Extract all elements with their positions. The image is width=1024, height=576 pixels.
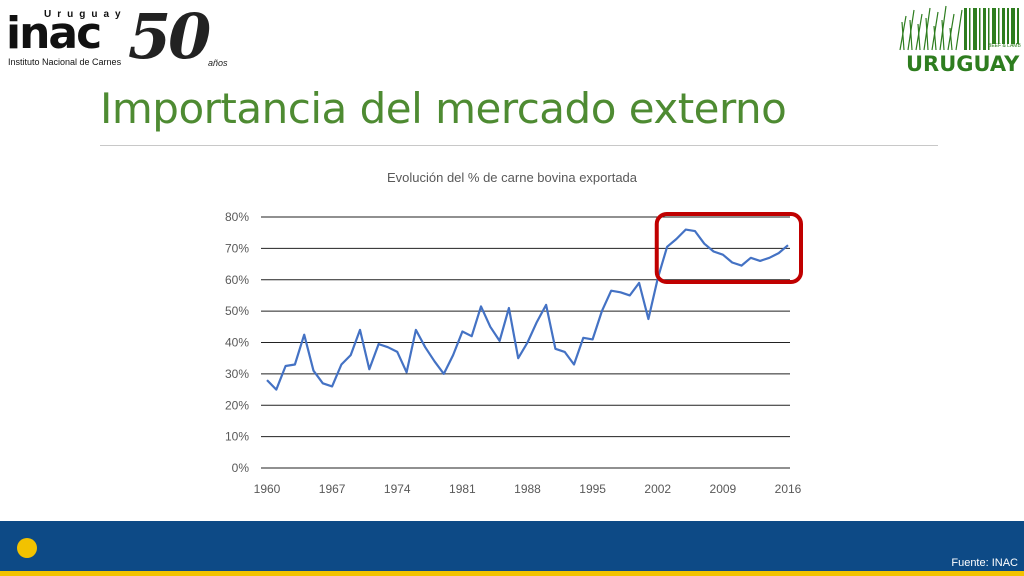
line-chart: 0% 10% 20% 30% 40% 50% 60% 70% 80% 1960 1967 1974 19…: [225, 210, 803, 496]
y-tick-label: 70%: [225, 241, 249, 255]
slide-title: Importancia del mercado externo: [100, 84, 787, 133]
inac-logo-subtitle: Instituto Nacional de Carnes: [8, 57, 122, 67]
inac-logo: Uruguay inac Instituto Nacional de Carne…: [4, 4, 232, 74]
title-divider: [100, 145, 938, 146]
y-tick-label: 20%: [225, 398, 249, 412]
x-tick-label: 1988: [514, 482, 541, 496]
footer-accent-line: [0, 571, 1024, 576]
source-note: Fuente: INAC: [951, 557, 1018, 569]
x-tick-label: 1974: [384, 482, 411, 496]
footer-dot-icon: [17, 538, 37, 558]
grass-barcode-icon: [899, 5, 1019, 51]
y-tick-label: 80%: [225, 210, 249, 224]
y-tick-label: 40%: [225, 336, 249, 350]
inac-logo-wordmark: inac: [6, 8, 102, 59]
x-tick-label: 2002: [644, 482, 671, 496]
footer-band: [0, 521, 1024, 576]
uruguay-logo-tag: BEEF & LAMB: [988, 43, 1021, 49]
anniversary-number: 50: [128, 0, 211, 73]
y-tick-label: 0%: [232, 461, 250, 475]
inac-logo-country: Uruguay: [44, 9, 127, 20]
y-tick-label: 60%: [225, 273, 249, 287]
x-tick-label: 1960: [254, 482, 281, 496]
x-tick-label: 1995: [579, 482, 606, 496]
x-tick-label: 1981: [449, 482, 476, 496]
series-line: [266, 228, 789, 391]
y-tick-label: 30%: [225, 367, 249, 381]
x-tick-label: 2016: [775, 482, 802, 496]
chart-title: Evolución del % de carne bovina exportad…: [386, 170, 638, 185]
highlight-box: [654, 212, 803, 284]
uruguay-logo-word: URUGUAY: [906, 52, 1020, 76]
x-tick-label: 2009: [710, 482, 737, 496]
anniversary-word: años: [208, 58, 228, 68]
x-tick-label: 1967: [319, 482, 346, 496]
y-tick-label: 50%: [225, 304, 249, 318]
y-tick-label: 10%: [225, 430, 249, 444]
uruguay-beef-lamb-logo: BEEF & LAMB URUGUAY: [896, 2, 1024, 78]
